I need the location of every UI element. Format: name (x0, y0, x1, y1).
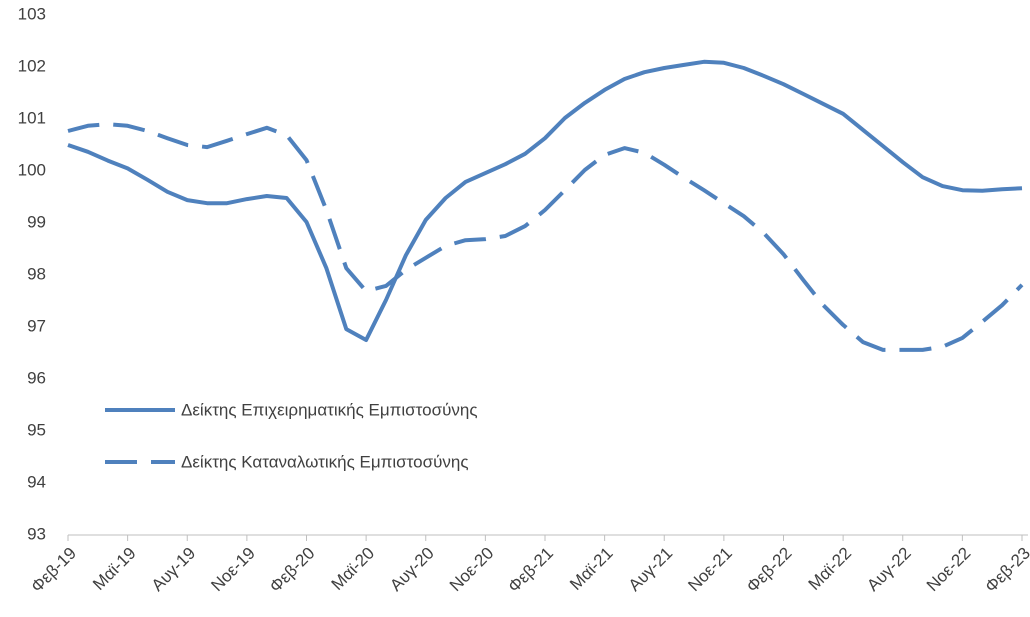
x-tick-label: Φεβ-19 (27, 544, 80, 597)
y-tick-label: 103 (18, 4, 46, 23)
y-tick-label: 96 (27, 368, 46, 387)
series-line (67, 122, 1024, 352)
x-tick-label: Αυγ-19 (148, 544, 199, 595)
x-tick-label: Φεβ-22 (743, 544, 796, 597)
y-tick-label: 98 (27, 264, 46, 283)
legend-label: Δείκτης Καταναλωτικής Εμπιστοσύνης (181, 452, 469, 471)
y-tick-label: 101 (18, 108, 46, 127)
x-tick-label: Αυγ-22 (863, 544, 914, 595)
x-tick-label: Φεβ-20 (266, 544, 319, 597)
x-tick-label: Νοε-21 (684, 544, 736, 596)
x-tick-label: Μαϊ-20 (328, 544, 378, 594)
x-tick-label: Αυγ-20 (386, 544, 437, 595)
x-tick-label: Φεβ-23 (981, 544, 1030, 597)
y-tick-label: 102 (18, 56, 46, 75)
x-tick-label: Φεβ-21 (504, 544, 557, 597)
x-tick-label: Μαϊ-22 (805, 544, 855, 594)
y-tick-label: 94 (27, 472, 46, 491)
x-tick-label: Μαϊ-21 (566, 544, 616, 594)
y-tick-label: 97 (27, 316, 46, 335)
x-tick-label: Νοε-19 (207, 544, 259, 596)
series-line (67, 59, 1023, 342)
x-tick-label: Αυγ-21 (625, 544, 676, 595)
x-tick-label: Νοε-22 (923, 544, 975, 596)
legend-label: Δείκτης Επιχειρηματικής Εμπιστοσύνης (181, 400, 478, 419)
x-tick-label: Νοε-20 (446, 544, 498, 596)
y-tick-label: 100 (18, 160, 46, 179)
x-tick-label: Μαϊ-19 (89, 544, 139, 594)
y-tick-label: 93 (27, 524, 46, 543)
y-tick-label: 99 (27, 212, 46, 231)
y-tick-label: 95 (27, 420, 46, 439)
